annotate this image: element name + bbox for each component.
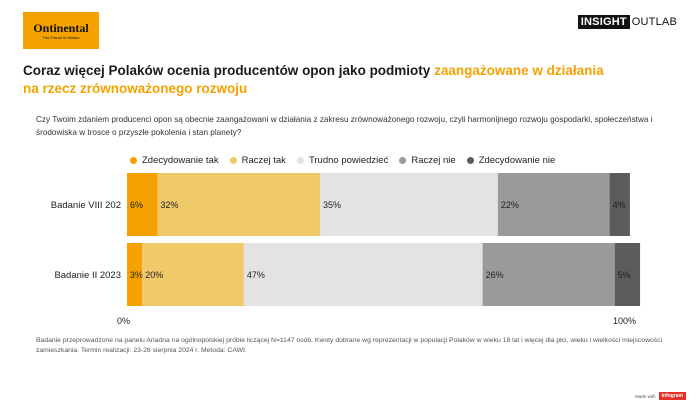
made-with-text: Made with — [635, 393, 656, 399]
x-tick-label: 100% — [613, 316, 636, 326]
bar-segment — [609, 173, 630, 236]
bar-segment — [482, 243, 615, 306]
data-label: 47% — [247, 270, 265, 280]
bar-segment — [243, 243, 483, 306]
legend-swatch — [399, 157, 407, 164]
page-title: Coraz więcej Polaków ocenia producentów … — [23, 62, 623, 98]
bar-segment — [127, 243, 143, 306]
logo-tagline: The Future in Motion — [42, 34, 80, 40]
methodology-footnote: Badanie przeprowadzone na panelu Ariadna… — [36, 337, 663, 354]
insight-outlab-brand: INSIGHT OUTLAB — [577, 15, 677, 29]
legend-label: Zdecydowanie tak — [142, 155, 219, 166]
category-label: Badanie VIII 202 — [51, 200, 121, 211]
x-tick-label: 0% — [117, 316, 130, 326]
data-label: 20% — [145, 270, 163, 280]
chart-legend: Zdecydowanie tak Raczej tak Trudno powiedz… — [130, 155, 566, 166]
legend-label: Raczej nie — [411, 155, 456, 166]
bar-segment — [127, 173, 158, 236]
legend-item: Raczej tak — [229, 155, 286, 166]
legend-swatch — [466, 157, 474, 164]
legend-item: Zdecydowanie nie — [466, 155, 556, 166]
logo-wordmark: Ontinental — [33, 20, 89, 35]
data-label: 6% — [130, 200, 143, 210]
data-label: 22% — [501, 200, 519, 210]
legend-swatch — [229, 157, 237, 164]
category-label: Badanie II 2023 — [54, 270, 121, 281]
bar-segment — [320, 173, 498, 236]
legend-swatch — [130, 157, 137, 164]
survey-question: Czy Twoim zdaniem producenci opon są obe… — [36, 115, 653, 137]
legend-label: Trudno powiedzieć — [308, 155, 389, 166]
data-label: 4% — [613, 200, 626, 210]
title-plain: Coraz więcej Polaków ocenia producentów … — [23, 63, 435, 78]
legend-item: Zdecydowanie tak — [130, 155, 219, 166]
legend-label: Raczej tak — [241, 155, 286, 166]
infogram-logo: infogram — [658, 392, 686, 400]
data-label: 3% — [130, 270, 143, 280]
data-label: 5% — [618, 270, 631, 280]
data-label: 26% — [486, 270, 504, 280]
legend-swatch — [296, 157, 304, 164]
continental-logo: Ontinental The Future in Motion — [23, 12, 99, 49]
data-label: 35% — [323, 200, 341, 210]
brand-insight: INSIGHT — [577, 15, 630, 29]
bar-segment — [142, 243, 244, 306]
data-label: 32% — [160, 200, 178, 210]
title-highlight: zaangażowane w działania na rzecz zrówno… — [23, 63, 604, 96]
legend-item: Trudno powiedzieć — [296, 155, 389, 166]
bar-segment — [157, 173, 321, 236]
bar-segment — [497, 173, 610, 236]
brand-outlab: OUTLAB — [631, 16, 677, 28]
legend-label: Zdecydowanie nie — [478, 155, 556, 166]
made-with-infogram: Made with infogram — [635, 392, 686, 400]
legend-item: Raczej nie — [399, 155, 456, 166]
bar-segment — [614, 243, 641, 306]
